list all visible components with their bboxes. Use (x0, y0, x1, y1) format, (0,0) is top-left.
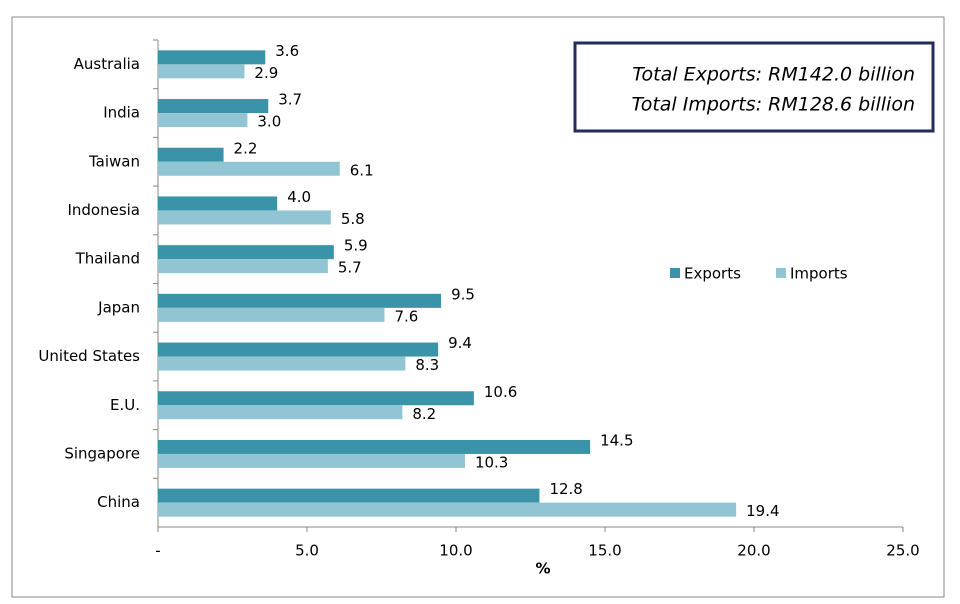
annotation: Total Imports: RM128.6 billion (631, 94, 915, 116)
x-tick-label: 20.0 (737, 542, 770, 560)
bar (158, 307, 385, 322)
bar (158, 391, 474, 406)
bar (158, 64, 245, 79)
bar (158, 405, 403, 420)
value-label: 10.6 (484, 383, 517, 401)
y-tick-label: Australia (74, 55, 140, 73)
x-tick-label: 25.0 (886, 542, 919, 560)
bar (158, 210, 331, 225)
x-axis-label: % (535, 560, 550, 578)
annotation-box (573, 41, 935, 133)
y-tick-label: United States (38, 347, 140, 365)
value-label: 3.6 (275, 42, 299, 60)
bar (158, 342, 439, 357)
value-label: 5.7 (338, 259, 362, 277)
value-label: 14.5 (600, 431, 633, 449)
value-label: 3.7 (278, 91, 302, 109)
x-tick-label: 10.0 (439, 542, 472, 560)
y-tick-label: Singapore (64, 444, 140, 462)
value-label: 12.8 (549, 480, 582, 498)
bar (158, 488, 540, 503)
x-tick-label: - (155, 542, 160, 560)
value-label: 5.8 (341, 210, 365, 228)
value-label: 6.1 (350, 161, 374, 179)
value-label: 9.4 (448, 334, 472, 352)
legend-label: Imports (790, 265, 848, 283)
bar (158, 113, 248, 128)
bar (158, 356, 406, 371)
value-label: 8.3 (415, 356, 439, 374)
value-label: 8.2 (412, 405, 436, 423)
value-label: 9.5 (451, 285, 475, 303)
value-label: 4.0 (287, 188, 311, 206)
bar (158, 99, 269, 114)
bar (158, 196, 278, 211)
value-label: 19.4 (746, 502, 779, 520)
bar (158, 293, 442, 308)
y-tick-label: Japan (97, 298, 140, 316)
legend-label: Exports (684, 265, 741, 283)
legend-swatch (776, 268, 786, 278)
bar (158, 453, 465, 468)
bar (158, 147, 224, 162)
bar (158, 502, 737, 517)
y-tick-label: China (97, 493, 140, 511)
y-tick-label: E.U. (110, 396, 140, 414)
value-label: 10.3 (475, 453, 508, 471)
bar (158, 259, 328, 274)
value-label: 5.9 (344, 237, 368, 255)
bar (158, 439, 591, 454)
y-tick-label: Indonesia (67, 201, 140, 219)
x-tick-label: 15.0 (588, 542, 621, 560)
value-label: 3.0 (257, 113, 281, 131)
value-label: 2.9 (254, 64, 278, 82)
value-label: 2.2 (234, 139, 258, 157)
y-tick-label: Thailand (75, 250, 140, 268)
value-label: 7.6 (394, 307, 418, 325)
y-tick-label: India (103, 104, 140, 122)
bar (158, 161, 340, 176)
annotation: Total Exports: RM142.0 billion (632, 64, 915, 86)
legend-swatch (670, 268, 680, 278)
y-tick-label: Taiwan (88, 152, 140, 170)
bar (158, 50, 266, 65)
x-tick-label: 5.0 (295, 542, 319, 560)
bar (158, 245, 334, 260)
